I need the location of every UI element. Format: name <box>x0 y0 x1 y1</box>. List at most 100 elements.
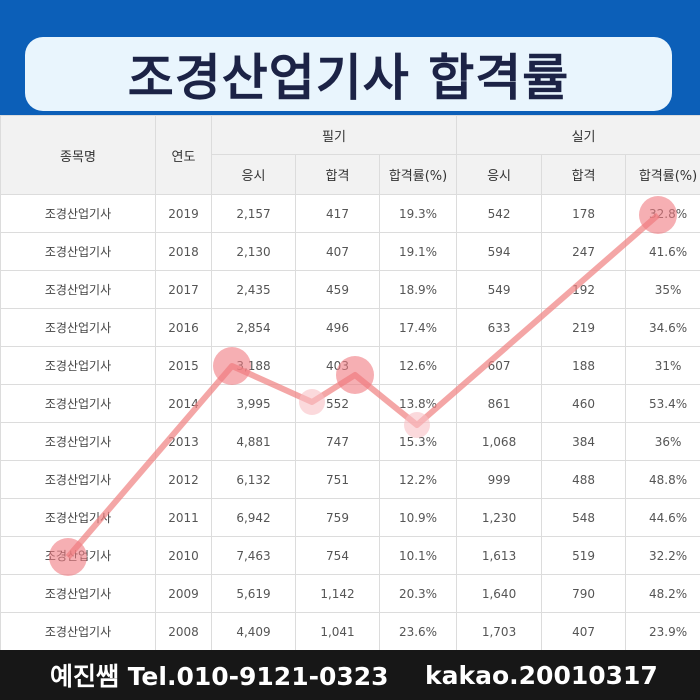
cell-practical-rate: 36% <box>625 422 700 461</box>
cell-written-rate: 23.6% <box>378 612 458 650</box>
cell-practical-rate: 44.6% <box>625 498 700 537</box>
cell-written-rate: 10.1% <box>378 536 458 575</box>
cell-practical-apply: 861 <box>456 384 543 423</box>
cell-practical-pass: 790 <box>541 574 627 613</box>
cell-written-apply: 6,942 <box>211 498 296 537</box>
col-header-practical-apply: 응시 <box>456 154 543 195</box>
table-row: 조경산업기사 2016 2,854 496 17.4% 633 219 34.6% <box>0 308 700 347</box>
cell-written-rate: 10.9% <box>378 498 458 537</box>
cell-written-apply: 3,188 <box>211 346 296 385</box>
cell-written-pass: 403 <box>295 346 380 385</box>
cell-name: 조경산업기사 <box>0 612 156 650</box>
cell-written-pass: 1,041 <box>295 612 380 650</box>
cell-name: 조경산업기사 <box>0 346 156 385</box>
cell-practical-rate: 48.2% <box>625 574 700 613</box>
cell-name: 조경산업기사 <box>0 422 156 461</box>
cell-year: 2009 <box>155 574 212 613</box>
cell-written-rate: 18.9% <box>378 270 458 309</box>
cell-written-pass: 759 <box>295 498 380 537</box>
cell-practical-apply: 633 <box>456 308 543 347</box>
cell-name: 조경산업기사 <box>0 384 156 423</box>
cell-year: 2008 <box>155 612 212 650</box>
cell-practical-pass: 548 <box>541 498 627 537</box>
header-band: 조경산업기사 합격률 <box>0 0 700 115</box>
cell-written-apply: 4,881 <box>211 422 296 461</box>
table-row: 조경산업기사 2019 2,157 417 19.3% 542 178 32.8% <box>0 194 700 233</box>
cell-name: 조경산업기사 <box>0 232 156 271</box>
table-body: 조경산업기사 2019 2,157 417 19.3% 542 178 32.8% 조경산업기사… <box>0 194 700 650</box>
cell-written-apply: 3,995 <box>211 384 296 423</box>
cell-practical-pass: 384 <box>541 422 627 461</box>
cell-written-pass: 751 <box>295 460 380 499</box>
cell-practical-apply: 549 <box>456 270 543 309</box>
cell-written-apply: 2,130 <box>211 232 296 271</box>
cell-written-apply: 2,157 <box>211 194 296 233</box>
cell-practical-rate: 32.8% <box>625 194 700 233</box>
cell-name: 조경산업기사 <box>0 536 156 575</box>
table-row: 조경산업기사 2011 6,942 759 10.9% 1,230 548 44.6% <box>0 498 700 537</box>
cell-practical-pass: 519 <box>541 536 627 575</box>
group-header-written: 필기 <box>210 115 458 155</box>
cell-year: 2016 <box>155 308 212 347</box>
cell-practical-pass: 247 <box>541 232 627 271</box>
col-header-written-apply: 응시 <box>211 154 296 195</box>
footer-bar: 예진쌤 Tel.010-9121-0323 kakao.20010317 <box>0 650 700 700</box>
table-row: 조경산업기사 2018 2,130 407 19.1% 594 247 41.6% <box>0 232 700 271</box>
cell-written-apply: 7,463 <box>211 536 296 575</box>
cell-written-rate: 13.8% <box>378 384 458 423</box>
col-header-practical-pass: 합격 <box>541 154 627 195</box>
table-row: 조경산업기사 2013 4,881 747 15.3% 1,068 384 36% <box>0 422 700 461</box>
cell-name: 조경산업기사 <box>0 270 156 309</box>
cell-written-rate: 12.6% <box>378 346 458 385</box>
cell-practical-rate: 41.6% <box>625 232 700 271</box>
cell-written-pass: 552 <box>295 384 380 423</box>
cell-written-rate: 17.4% <box>378 308 458 347</box>
cell-written-apply: 2,854 <box>211 308 296 347</box>
cell-practical-apply: 542 <box>456 194 543 233</box>
cell-written-apply: 6,132 <box>211 460 296 499</box>
cell-practical-rate: 23.9% <box>625 612 700 650</box>
footer-contact-kakao: kakao.20010317 <box>425 660 658 690</box>
cell-written-pass: 407 <box>295 232 380 271</box>
cell-year: 2012 <box>155 460 212 499</box>
title-banner: 조경산업기사 합격률 <box>25 37 672 111</box>
pass-rate-table: 종목명 연도 필기 실기 응시 합격 합격률(%) 응시 합격 합격률(%) 조… <box>0 115 700 650</box>
cell-practical-rate: 53.4% <box>625 384 700 423</box>
cell-practical-apply: 1,230 <box>456 498 543 537</box>
cell-written-apply: 4,409 <box>211 612 296 650</box>
cell-written-pass: 747 <box>295 422 380 461</box>
cell-written-pass: 417 <box>295 194 380 233</box>
cell-practical-apply: 1,068 <box>456 422 543 461</box>
cell-practical-apply: 607 <box>456 346 543 385</box>
cell-name: 조경산업기사 <box>0 574 156 613</box>
cell-written-rate: 12.2% <box>378 460 458 499</box>
cell-name: 조경산업기사 <box>0 308 156 347</box>
col-header-year: 연도 <box>155 115 212 195</box>
footer-contact-phone: 예진쌤 Tel.010-9121-0323 <box>50 662 389 691</box>
table-row: 조경산업기사 2010 7,463 754 10.1% 1,613 519 32.2% <box>0 536 700 575</box>
table-row: 조경산업기사 2017 2,435 459 18.9% 549 192 35% <box>0 270 700 309</box>
cell-practical-pass: 488 <box>541 460 627 499</box>
col-header-written-rate: 합격률(%) <box>378 154 458 195</box>
cell-practical-apply: 594 <box>456 232 543 271</box>
cell-practical-rate: 35% <box>625 270 700 309</box>
cell-practical-pass: 219 <box>541 308 627 347</box>
cell-written-pass: 754 <box>295 536 380 575</box>
pass-rate-table-container: 종목명 연도 필기 실기 응시 합격 합격률(%) 응시 합격 합격률(%) 조… <box>0 115 700 650</box>
cell-practical-rate: 34.6% <box>625 308 700 347</box>
cell-practical-apply: 1,703 <box>456 612 543 650</box>
cell-practical-apply: 1,613 <box>456 536 543 575</box>
col-header-name: 종목명 <box>0 115 156 195</box>
cell-practical-pass: 192 <box>541 270 627 309</box>
cell-practical-pass: 188 <box>541 346 627 385</box>
cell-written-rate: 20.3% <box>378 574 458 613</box>
cell-written-rate: 19.1% <box>378 232 458 271</box>
cell-year: 2013 <box>155 422 212 461</box>
cell-practical-apply: 1,640 <box>456 574 543 613</box>
cell-name: 조경산업기사 <box>0 498 156 537</box>
cell-name: 조경산업기사 <box>0 194 156 233</box>
col-header-written-pass: 합격 <box>295 154 380 195</box>
cell-written-rate: 15.3% <box>378 422 458 461</box>
cell-year: 2011 <box>155 498 212 537</box>
table-row: 조경산업기사 2015 3,188 403 12.6% 607 188 31% <box>0 346 700 385</box>
